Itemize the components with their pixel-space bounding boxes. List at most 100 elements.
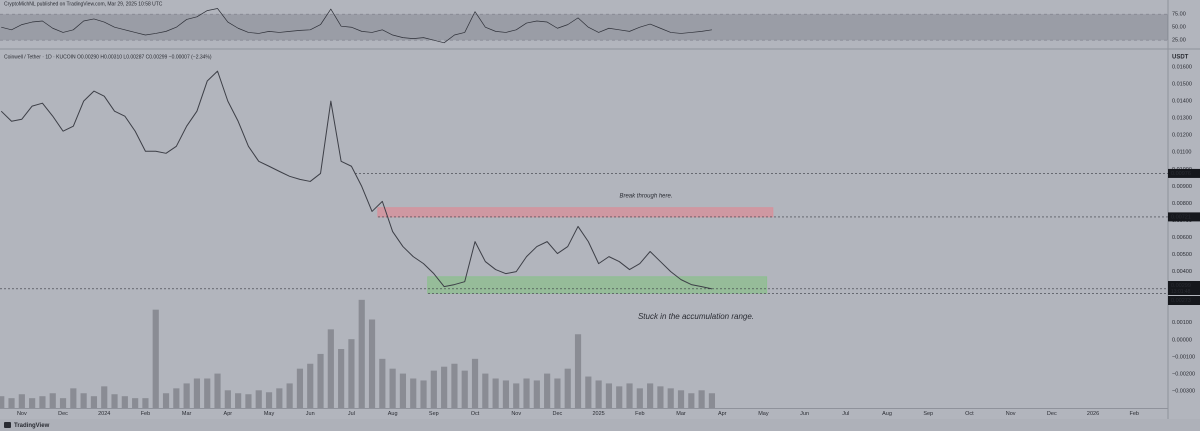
y-tick-label: 0.01100: [1172, 150, 1191, 156]
volume-bar: [430, 370, 437, 408]
volume-bar: [183, 383, 190, 408]
volume-bar: [698, 390, 705, 408]
unit-label: USDT: [1172, 55, 1189, 61]
volume-bar: [286, 383, 293, 408]
volume-bar: [49, 393, 56, 408]
y-tick-label: 0.00400: [1172, 269, 1192, 275]
x-tick-label: Apr: [224, 411, 233, 417]
volume-bar: [502, 380, 510, 408]
y-tick-label: 25.00: [1172, 38, 1186, 44]
y-tick-label: 0.01600: [1172, 65, 1192, 71]
x-tick-label: Nov: [1006, 411, 1016, 417]
y-tick-label: −0.00200: [1172, 371, 1195, 377]
price-label-box: [1168, 168, 1200, 178]
volume-bar: [307, 363, 314, 408]
price-label-box: [1168, 281, 1200, 295]
volume-bar: [677, 390, 685, 408]
y-tick-label: 50.00: [1172, 25, 1186, 31]
volume-bar: [255, 390, 262, 408]
volume-bar: [554, 378, 561, 408]
volume-bar: [708, 393, 716, 408]
x-tick-label: Jun: [306, 411, 315, 417]
y-tick-label: 0.00500: [1172, 252, 1192, 258]
x-tick-label: Oct: [965, 411, 974, 417]
volume-bar: [667, 388, 674, 408]
x-tick-label: Mar: [676, 411, 686, 417]
price-label-box: [1168, 212, 1200, 222]
y-tick-label: 0.01200: [1172, 133, 1192, 139]
x-tick-label: Feb: [635, 411, 644, 417]
header-text: CryptoMichNL published on TradingView.co…: [4, 1, 163, 7]
y-tick-label: 0.01500: [1172, 82, 1192, 88]
rsi-band: [0, 14, 1168, 41]
x-tick-label: Jul: [348, 411, 355, 417]
volume-bar: [533, 380, 540, 408]
volume-bar: [101, 386, 108, 408]
volume-bar: [276, 388, 283, 408]
volume-bar: [513, 383, 520, 408]
rsi-line: [1, 8, 712, 44]
price-line-series: [0, 70, 713, 290]
volume-bar: [657, 386, 664, 408]
x-tick-label: Oct: [471, 411, 480, 417]
volume-bar: [224, 390, 231, 408]
volume-bar: [152, 309, 159, 408]
annotation: Break through here.: [619, 194, 672, 200]
volume-bar: [544, 373, 551, 408]
x-tick-label: Sep: [429, 411, 439, 417]
volume-bar: [142, 398, 149, 408]
volume-bar: [482, 373, 489, 408]
x-tick-label: May: [758, 411, 769, 417]
price-label-box: [1168, 296, 1200, 305]
volume-bar: [235, 393, 242, 408]
volume-bar: [564, 368, 571, 408]
volume-bar: [204, 378, 211, 408]
volume-bar: [451, 363, 458, 408]
y-tick-label: 0.00900: [1172, 184, 1192, 190]
x-tick-label: Apr: [718, 411, 727, 417]
volume-bar: [327, 329, 334, 408]
volume-bar: [173, 388, 180, 408]
volume-bar: [18, 394, 25, 408]
volume-bar: [389, 368, 396, 408]
y-tick-label: 0.00600: [1172, 235, 1192, 241]
volume-bar: [647, 383, 654, 408]
x-tick-label: 2025: [593, 411, 605, 417]
footer-logo: TradingView: [4, 422, 50, 429]
price-label: 0.00721: [1171, 214, 1191, 220]
volume-bar: [410, 378, 417, 408]
price-label: 0.00299: [1171, 283, 1191, 289]
volume-bar: [441, 366, 448, 408]
volume-bar: [338, 349, 345, 408]
volume-bar: [132, 398, 139, 408]
volume-bar: [59, 398, 67, 408]
x-tick-label: Aug: [882, 411, 892, 417]
volume-bar: [214, 373, 221, 408]
y-tick-label: 0.01400: [1172, 99, 1192, 105]
y-tick-label: 75.00: [1172, 12, 1186, 18]
logo-icon: [4, 422, 11, 428]
annotation: Stuck in the accumulation range.: [638, 312, 754, 321]
x-tick-label: Jul: [842, 411, 849, 417]
volume-bar: [162, 393, 170, 408]
x-tick-label: Nov: [511, 411, 521, 417]
volume-bar: [605, 383, 613, 408]
x-tick-label: Sep: [923, 411, 933, 417]
x-tick-label: 2026: [1087, 411, 1099, 417]
volume-bar: [265, 392, 273, 408]
x-tick-label: Mar: [182, 411, 192, 417]
x-tick-label: 2024: [98, 411, 110, 417]
volume-bar: [70, 388, 77, 408]
volume-bar: [523, 378, 530, 408]
price-zone: [377, 207, 774, 218]
volume-bar: [399, 373, 407, 408]
price-label: 0.00976: [1171, 171, 1191, 177]
volume-bar: [358, 299, 365, 408]
volume-bar: [471, 358, 479, 408]
y-tick-label: −0.00100: [1172, 354, 1195, 360]
volume-bar: [29, 398, 36, 408]
volume-bar: [193, 378, 201, 408]
volume-bar: [121, 396, 128, 408]
volume-bar: [368, 319, 376, 408]
